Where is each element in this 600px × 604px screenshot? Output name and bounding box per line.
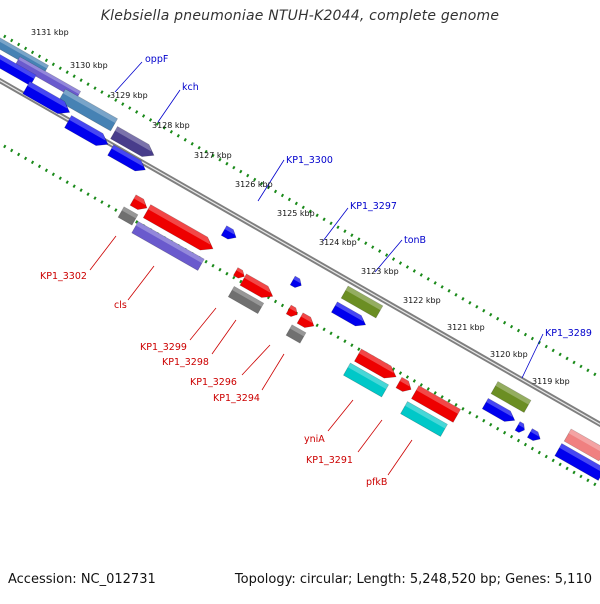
forward-gene-label: kch: [182, 82, 199, 93]
scale-kbp-label: 3122 kbp: [403, 296, 441, 305]
forward-gene-label: tonB: [404, 235, 426, 246]
forward-gene-leader-line: [521, 333, 544, 379]
gene-feature-blue: [514, 421, 525, 433]
accession-text: Accession: NC_012731: [8, 572, 156, 587]
reverse-gene-label: KP1_3302: [40, 271, 87, 282]
reverse-gene-leader-line: [327, 399, 354, 432]
map-title: Klebsiella pneumoniae NTUH-K2044, comple…: [100, 8, 500, 24]
reverse-gene-leader-line: [89, 235, 117, 271]
gene-feature-cyan: [400, 401, 448, 437]
gene-feature-gray: [285, 324, 307, 344]
gene-feature-gray: [227, 285, 265, 315]
reverse-gene-label: KP1_3299: [140, 342, 187, 353]
gene-feature-purple: [131, 221, 205, 271]
gene-feature-red: [129, 194, 148, 210]
forward-gene-label: KP1_3300: [286, 155, 333, 166]
forward-gene-leader-line: [374, 239, 403, 273]
gene-feature-cyan: [343, 362, 389, 398]
gene-feature-blue: [526, 428, 541, 441]
reverse-gene-leader-line: [211, 319, 237, 355]
reverse-gene-label: KP1_3291: [306, 455, 353, 466]
gene-feature-red: [296, 312, 315, 328]
gene-feature-blue: [22, 81, 71, 114]
scale-kbp-label: 3126 kbp: [235, 180, 273, 189]
scale-kbp-label: 3128 kbp: [152, 121, 190, 130]
gene-feature-red: [142, 204, 214, 251]
gene-feature-red: [233, 267, 245, 279]
gene-feature-red: [411, 385, 461, 423]
scale-kbp-label: 3127 kbp: [194, 151, 232, 160]
forward-gene-label: oppF: [145, 54, 168, 65]
gene-feature-red: [285, 304, 298, 317]
reverse-gene-label: cls: [114, 300, 127, 311]
reverse-gene-leader-line: [189, 307, 217, 341]
reverse-gene-leader-line: [261, 353, 285, 391]
forward-gene-leader-line: [257, 159, 285, 202]
reverse-gene-leader-line: [127, 265, 155, 301]
gene-feature-red: [395, 376, 412, 392]
forward-gene-label: KP1_3289: [545, 328, 592, 339]
reverse-gene-leader-line: [357, 419, 383, 453]
ruler-dotted-line-lower: [0, 141, 600, 490]
scale-kbp-label: 3131 kbp: [31, 28, 69, 37]
scale-kbp-label: 3130 kbp: [70, 61, 108, 70]
forward-gene-leader-line: [322, 207, 349, 242]
gene-feature-blue: [289, 275, 302, 288]
reverse-gene-label: yniA: [304, 434, 325, 445]
scale-kbp-label: 3121 kbp: [447, 323, 485, 332]
forward-gene-leader-line: [114, 61, 143, 93]
forward-gene-label: KP1_3297: [350, 201, 397, 212]
reverse-gene-label: KP1_3298: [162, 357, 209, 368]
scale-kbp-label: 3125 kbp: [277, 209, 315, 218]
reverse-gene-label: KP1_3296: [190, 377, 237, 388]
scale-kbp-label: 3129 kbp: [110, 91, 148, 100]
gene-feature-blue: [330, 301, 367, 327]
scale-kbp-label: 3119 kbp: [532, 377, 570, 386]
gene-feature-blue: [107, 144, 146, 172]
gene-feature-olive: [340, 285, 384, 319]
gene-feature-steel: [58, 88, 118, 132]
gene-feature-darkslate: [110, 126, 155, 157]
scale-kbp-label: 3120 kbp: [490, 350, 528, 359]
genome-summary-text: Topology: circular; Length: 5,248,520 bp…: [234, 572, 592, 587]
gene-feature-gray: [117, 206, 139, 226]
gene-feature-blue: [554, 443, 600, 481]
scale-kbp-label: 3124 kbp: [319, 238, 357, 247]
reverse-gene-label: pfkB: [366, 477, 387, 488]
gene-feature-red: [239, 273, 274, 298]
scale-kbp-label: 3123 kbp: [361, 267, 399, 276]
reverse-gene-leader-line: [387, 439, 413, 476]
gene-feature-blue: [481, 397, 516, 422]
reverse-gene-label: KP1_3294: [213, 393, 260, 404]
gene-feature-red: [354, 348, 397, 379]
gene-feature-olive: [490, 381, 532, 413]
gene-feature-blue: [64, 115, 109, 146]
gene-feature-blue: [220, 225, 237, 240]
reverse-gene-leader-line: [241, 344, 271, 376]
gene-feature-salmon: [563, 428, 600, 462]
forward-gene-leader-line: [157, 89, 181, 123]
